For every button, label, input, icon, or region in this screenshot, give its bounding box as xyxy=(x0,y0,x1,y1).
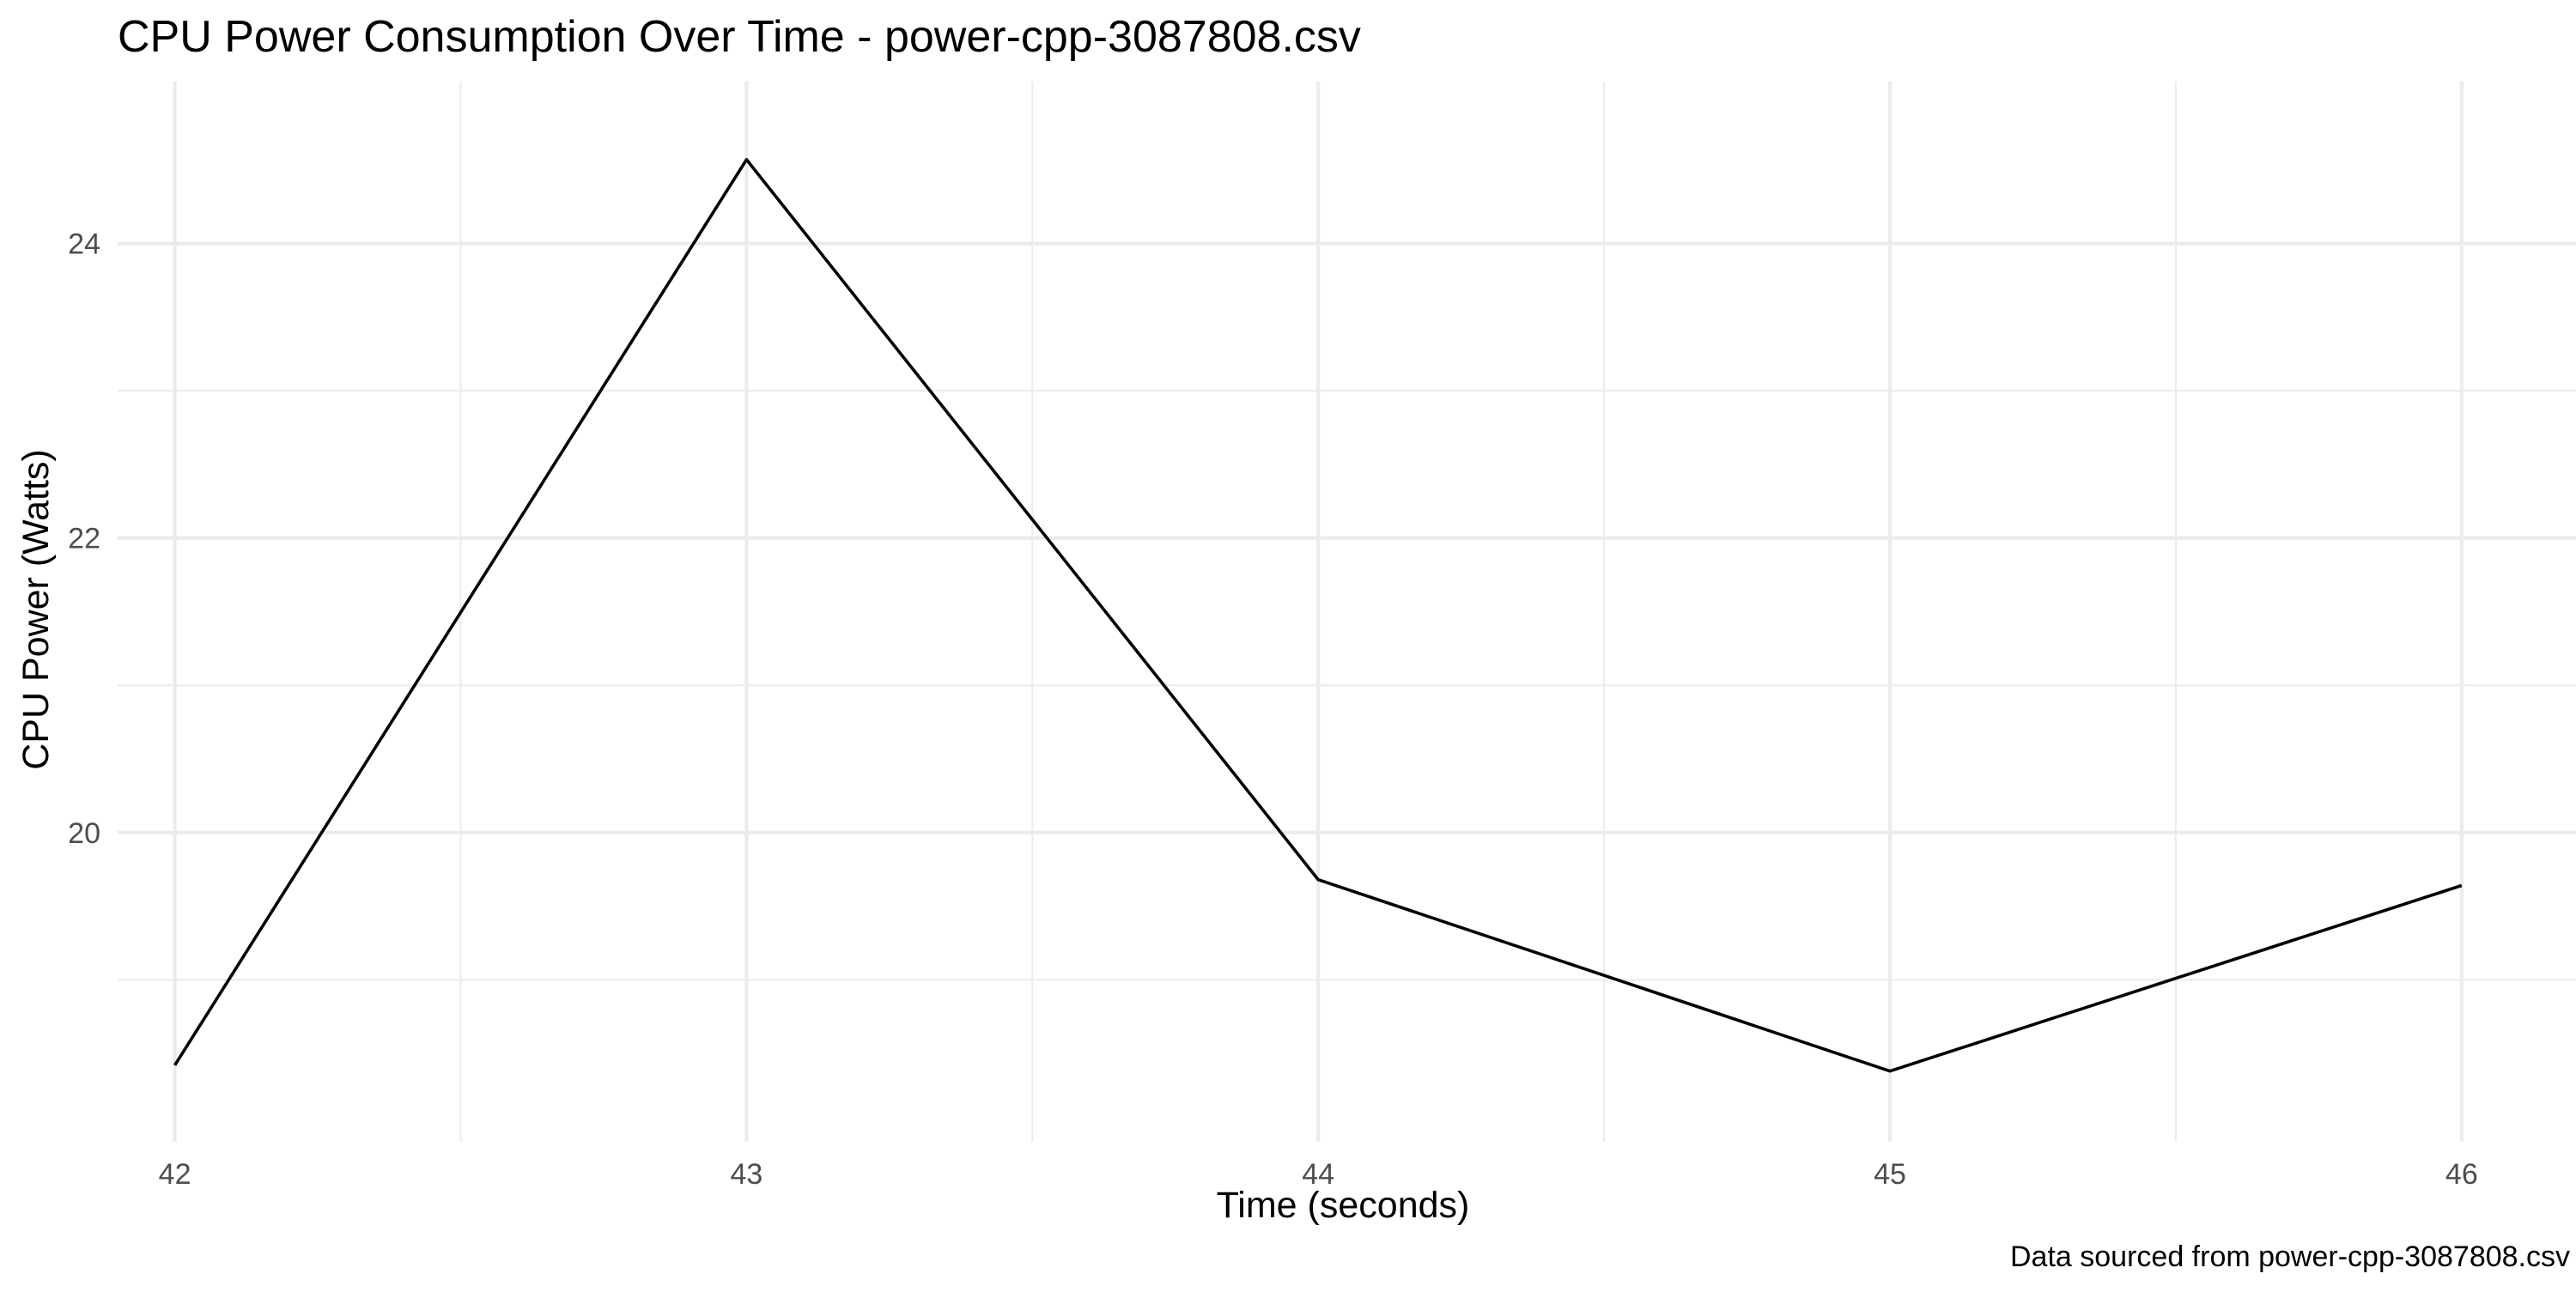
x-tick-label: 46 xyxy=(2445,1158,2478,1191)
x-axis-ticks: 42 43 44 45 46 xyxy=(159,1158,2478,1191)
y-tick-label: 22 xyxy=(68,523,100,555)
x-tick-label: 45 xyxy=(1874,1158,1906,1191)
y-axis-title: CPU Power (Watts) xyxy=(15,449,57,770)
x-tick-label: 43 xyxy=(730,1158,762,1191)
series-layer xyxy=(173,158,2463,1073)
y-tick-label: 20 xyxy=(68,817,100,850)
y-axis-ticks: 20 22 24 xyxy=(68,228,100,850)
chart-title: CPU Power Consumption Over Time - power-… xyxy=(118,12,1361,62)
x-tick-label: 44 xyxy=(1302,1158,1334,1191)
x-tick-label: 42 xyxy=(159,1158,191,1191)
chart-caption: Data sourced from power-cpp-3087808.csv xyxy=(2010,1240,2570,1273)
cpu-power-line xyxy=(173,158,2463,1073)
grid-lines xyxy=(118,82,2576,1142)
x-axis-title: Time (seconds) xyxy=(1217,1185,1470,1226)
y-tick-label: 24 xyxy=(68,228,100,261)
